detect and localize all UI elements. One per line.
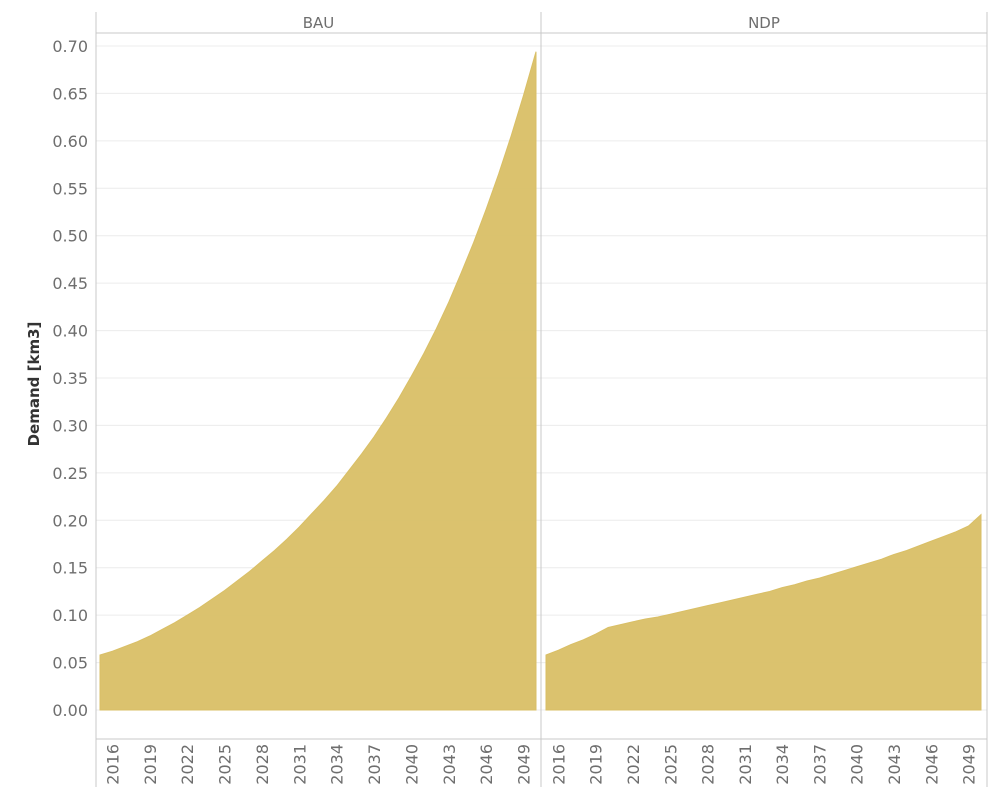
y-axis-title: Demand [km3] <box>25 322 43 447</box>
x-tick-label: 2037 <box>365 744 384 785</box>
x-tick-label: 2019 <box>587 744 606 785</box>
panel-title-ndp: NDP <box>748 14 780 32</box>
y-tick-label: 0.15 <box>52 559 88 578</box>
y-tick-label: 0.45 <box>52 274 88 293</box>
y-tick-label: 0.05 <box>52 654 88 673</box>
x-tick-label: 2043 <box>440 744 459 785</box>
y-tick-label: 0.70 <box>52 37 88 56</box>
x-tick-label: 2040 <box>402 744 421 785</box>
y-tick-label: 0.35 <box>52 369 88 388</box>
y-tick-label: 0.10 <box>52 606 88 625</box>
x-tick-label: 2022 <box>624 744 643 785</box>
x-axis-ticks: 2016 2019 2022 2025 2028 2031 2034 2037 2040 2043… <box>104 744 979 785</box>
y-tick-label: 0.30 <box>52 416 88 435</box>
x-tick-label: 2049 <box>960 744 979 785</box>
x-tick-label: 2025 <box>216 744 235 785</box>
y-tick-label: 0.40 <box>52 322 88 341</box>
y-tick-label: 0.60 <box>52 132 88 151</box>
plot-areas <box>99 51 982 711</box>
x-tick-label: 2028 <box>699 744 718 785</box>
x-tick-label: 2025 <box>661 744 680 785</box>
x-tick-label: 2028 <box>253 744 272 785</box>
area-series-bau <box>99 51 537 711</box>
x-tick-label: 2046 <box>477 744 496 785</box>
x-tick-label: 2040 <box>848 744 867 785</box>
y-tick-label: 0.55 <box>52 179 88 198</box>
area-series-ndp <box>545 513 982 711</box>
x-tick-label: 2022 <box>178 744 197 785</box>
x-tick-label: 2037 <box>810 744 829 785</box>
x-tick-label: 2034 <box>328 744 347 785</box>
panel-frames <box>95 12 988 787</box>
x-tick-label: 2031 <box>290 744 309 785</box>
x-tick-label: 2031 <box>736 744 755 785</box>
y-axis-ticks: 0.00 0.05 0.10 0.15 0.20 0.25 0.30 0.35 0.40 0.45… <box>52 37 88 720</box>
x-tick-label: 2034 <box>773 744 792 785</box>
x-tick-label: 2049 <box>515 744 534 785</box>
x-tick-label: 2043 <box>885 744 904 785</box>
y-tick-label: 0.50 <box>52 227 88 246</box>
y-tick-label: 0.00 <box>52 701 88 720</box>
panel-title-bau: BAU <box>303 14 335 32</box>
x-tick-label: 2016 <box>104 744 123 785</box>
y-tick-label: 0.25 <box>52 464 88 483</box>
panel-titles: BAU NDP <box>303 14 780 32</box>
y-tick-label: 0.20 <box>52 511 88 530</box>
x-tick-label: 2016 <box>549 744 568 785</box>
y-tick-label: 0.65 <box>52 84 88 103</box>
x-tick-label: 2046 <box>922 744 941 785</box>
x-tick-label: 2019 <box>141 744 160 785</box>
